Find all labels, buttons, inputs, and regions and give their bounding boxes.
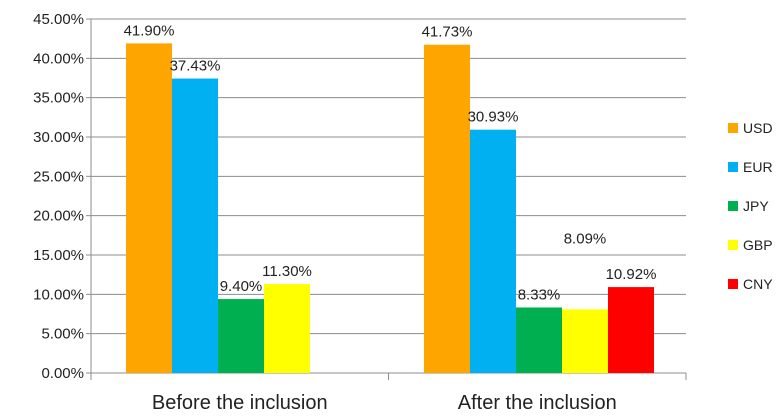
data-label: 8.33%	[518, 286, 561, 303]
legend-swatch-eur	[728, 162, 738, 172]
y-tick-label: 45.00%	[33, 11, 84, 28]
y-tick-label: 40.00%	[33, 50, 84, 67]
y-tick-label: 5.00%	[41, 326, 84, 343]
data-label: 11.30%	[262, 263, 312, 280]
legend-label-gbp: GBP	[743, 237, 773, 253]
bar-eur	[172, 78, 218, 374]
legend-swatch-gbp	[728, 240, 738, 250]
y-tick-label: 35.00%	[33, 90, 84, 107]
y-tick-label: 0.00%	[41, 365, 84, 382]
data-label: 41.90%	[124, 22, 175, 39]
data-label: 41.73%	[422, 24, 473, 41]
legend: USD EUR JPY GBP CNY	[728, 120, 773, 292]
x-category-label: Before the inclusion	[152, 392, 328, 414]
bar-eur	[470, 129, 516, 373]
legend-swatch-jpy	[728, 201, 738, 211]
y-tick-label: 15.00%	[33, 247, 84, 264]
bar-usd	[424, 44, 470, 373]
data-label: 9.40%	[220, 278, 263, 295]
legend-label-eur: EUR	[743, 159, 773, 175]
x-category-label: After the inclusion	[458, 392, 617, 414]
y-tick-label: 25.00%	[33, 168, 84, 185]
y-axis-tick-labels: 0.00% 5.00% 10.00% 15.00% 20.00% 25.00% 30.00%…	[33, 11, 84, 382]
y-tick-label: 20.00%	[33, 208, 84, 225]
x-axis-category-labels: Before the inclusion After the inclusion	[152, 392, 617, 414]
legend-swatch-usd	[728, 123, 738, 133]
y-tick-label: 10.00%	[33, 286, 84, 303]
data-label: 10.92%	[606, 266, 657, 283]
bar-cny	[608, 287, 654, 373]
data-label: 30.93%	[468, 109, 519, 126]
bar-gbp	[264, 284, 310, 373]
bar-gbp	[562, 309, 608, 373]
legend-label-usd: USD	[743, 120, 773, 136]
bar-usd	[126, 43, 172, 374]
legend-label-cny: CNY	[743, 276, 773, 292]
data-label: 37.43%	[170, 58, 221, 75]
data-label: 8.09%	[564, 230, 607, 247]
y-tick-label: 30.00%	[33, 129, 84, 146]
data-labels: 41.90% 37.43% 9.40%11.30% 41.73% 30.93% 8.33%…	[124, 22, 657, 303]
legend-label-jpy: JPY	[743, 198, 769, 214]
bar-jpy	[218, 299, 264, 373]
legend-swatch-cny	[728, 279, 738, 289]
bars	[126, 43, 654, 374]
bar-jpy	[516, 307, 562, 373]
